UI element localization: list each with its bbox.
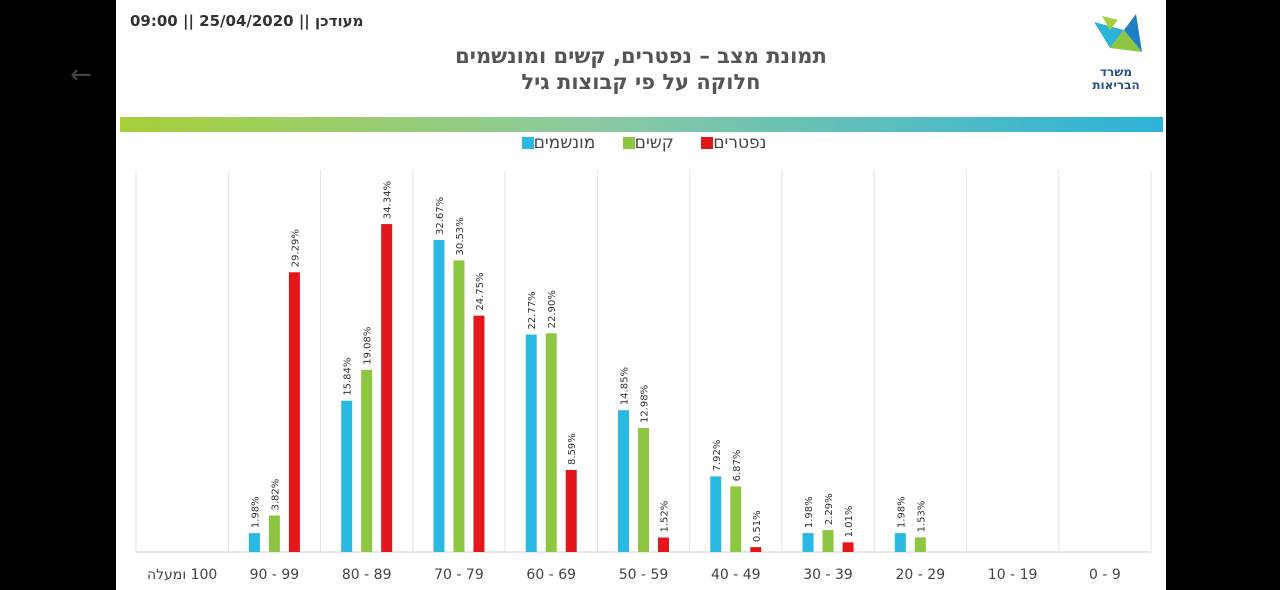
title-line-2: חלוקה על פי קבוצות גיל — [521, 70, 761, 94]
legend-label-severe: קשים — [634, 133, 674, 153]
data-label-deceased: 1.01% — [844, 506, 855, 538]
ministry-logo-icon — [1094, 14, 1142, 52]
data-label-ventilated: 1.98% — [250, 496, 261, 528]
data-label-ventilated: 1.98% — [804, 496, 815, 528]
data-label-ventilated: 22.77% — [527, 291, 538, 329]
data-label-ventilated: 7.92% — [712, 440, 723, 472]
bar-ventilated — [433, 240, 445, 552]
data-label-deceased: 8.59% — [567, 433, 578, 465]
bar-severe — [730, 486, 742, 552]
legend-swatch-severe — [622, 137, 635, 149]
legend-swatch-ventilated — [521, 137, 534, 149]
data-label-severe: 19.08% — [363, 327, 374, 365]
data-label-deceased: 1.52% — [660, 501, 671, 533]
bar-ventilated — [802, 533, 814, 552]
x-tick-label: 79 - 70 — [434, 567, 484, 583]
data-label-severe: 1.53% — [916, 501, 927, 533]
bar-ventilated — [341, 400, 353, 552]
chart-legend: מונשמים קשים נפטרים — [116, 133, 1166, 154]
legend-label-deceased: נפטרים — [713, 133, 767, 153]
data-label-ventilated: 1.98% — [896, 496, 907, 528]
legend-swatch-deceased — [701, 137, 714, 149]
x-tick-label: 29 - 20 — [896, 567, 946, 583]
data-label-deceased: 24.75% — [475, 272, 486, 310]
bar-ventilated — [525, 334, 537, 552]
data-label-deceased: 34.34% — [383, 181, 394, 219]
bar-severe — [914, 537, 926, 552]
legend-label-ventilated: מונשמים — [533, 133, 596, 153]
x-tick-label: 9 - 0 — [1089, 567, 1121, 583]
legend-item-severe: קשים — [617, 133, 674, 153]
title-line-1: תמונת מצב – נפטרים, קשים ומונשמים — [455, 44, 827, 68]
back-arrow-icon[interactable]: ← — [70, 60, 92, 90]
data-label-deceased: 29.29% — [290, 229, 301, 267]
x-tick-label: 99 - 90 — [250, 567, 300, 583]
legend-item-ventilated: מונשמים — [516, 133, 596, 153]
bar-ventilated — [248, 533, 260, 552]
data-label-deceased: 0.51% — [752, 510, 763, 542]
data-label-ventilated: 15.84% — [343, 358, 354, 396]
x-tick-label: 19 - 10 — [988, 567, 1038, 583]
bar-deceased — [842, 542, 854, 552]
bar-severe — [545, 333, 557, 552]
data-label-severe: 22.90% — [547, 290, 558, 328]
bar-chart: 100 ומעלה 99 - 90 1.98% 3.82% 29.29% 89 - 80 1… — [135, 170, 1152, 583]
data-label-severe: 6.87% — [732, 450, 743, 482]
bar-severe — [361, 369, 373, 552]
data-label-ventilated: 32.67% — [435, 197, 446, 235]
bar-deceased — [473, 315, 485, 552]
data-label-severe: 3.82% — [270, 479, 281, 511]
bar-ventilated — [618, 410, 629, 552]
updated-timestamp: מעודכן || 25/04/2020 || 09:00 — [130, 12, 364, 30]
bar-deceased — [565, 469, 577, 552]
bar-deceased — [658, 537, 669, 552]
logo-text-line-2: הבריאות — [1092, 78, 1140, 92]
x-tick-label: 59 - 50 — [619, 567, 669, 583]
data-label-ventilated: 14.85% — [620, 367, 631, 405]
bar-deceased — [750, 547, 762, 552]
logo-text-line-1: משרד — [1099, 65, 1133, 79]
data-label-severe: 2.29% — [824, 493, 835, 525]
x-tick-label: 69 - 60 — [526, 567, 576, 583]
data-label-severe: 30.53% — [455, 217, 466, 255]
x-tick-label: 89 - 80 — [342, 567, 392, 583]
x-tick-label: 39 - 30 — [803, 567, 853, 583]
bar-deceased — [381, 224, 393, 553]
bar-severe — [268, 515, 280, 552]
bar-ventilated — [710, 476, 722, 552]
slide: מעודכן || 25/04/2020 || 09:00 תמונת מצב … — [116, 0, 1166, 590]
header-gradient-bar — [120, 117, 1163, 132]
data-label-severe: 12.98% — [640, 385, 651, 423]
x-tick-label: 49 - 40 — [711, 567, 761, 583]
bar-severe — [453, 260, 465, 552]
legend-item-deceased: נפטרים — [695, 133, 766, 153]
bar-deceased — [288, 272, 300, 552]
bar-severe — [822, 530, 834, 552]
bar-ventilated — [894, 533, 906, 552]
bar-severe — [638, 428, 649, 552]
x-tick-label: 100 ומעלה — [147, 567, 217, 583]
